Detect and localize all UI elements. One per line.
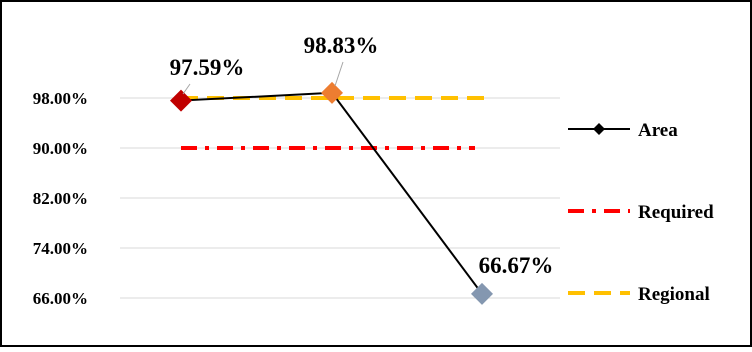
y-tick-label: 98.00% xyxy=(33,89,88,108)
legend-label-regional: Regional xyxy=(638,284,710,305)
y-tick-label: 82.00% xyxy=(33,189,88,208)
legend-label-required: Required xyxy=(638,202,714,223)
legend-area-marker xyxy=(593,123,605,135)
data-label: 97.59% xyxy=(170,55,245,80)
legend-label-area: Area xyxy=(638,120,678,141)
legend: Area Required Regional xyxy=(568,120,714,305)
y-tick-label: 90.00% xyxy=(33,139,88,158)
area-marker xyxy=(321,81,343,104)
markers xyxy=(170,81,493,305)
leader-line xyxy=(334,61,344,87)
data-label: 98.83% xyxy=(304,33,379,58)
leader-line xyxy=(182,83,191,95)
y-tick-label: 66.00% xyxy=(33,289,88,308)
area-marker xyxy=(471,282,493,305)
data-label: 66.67% xyxy=(479,253,554,278)
data-labels: 97.59% 98.83% 66.67% xyxy=(170,33,554,278)
area-marker xyxy=(170,89,192,112)
y-tick-label: 74.00% xyxy=(33,239,88,258)
y-axis-ticks: 98.00% 90.00% 82.00% 74.00% 66.00% xyxy=(33,89,88,308)
